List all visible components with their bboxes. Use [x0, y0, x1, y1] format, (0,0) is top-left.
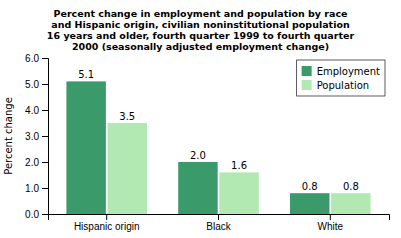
legend-label: Employment — [317, 66, 380, 77]
y-axis: 0.0 1.0 2.0 3.0 4.0 5.0 6.0 — [25, 53, 48, 220]
bar — [178, 162, 217, 214]
legend-label: Population — [317, 80, 370, 91]
y-tick: 3.0 — [25, 131, 48, 142]
y-tick-mark — [42, 214, 48, 215]
data-label: 1.6 — [231, 160, 247, 171]
title-line: and Hispanic origin, civilian noninstitu… — [51, 19, 350, 30]
y-tick: 4.0 — [25, 105, 48, 116]
y-tick: 0.0 — [25, 209, 48, 220]
y-tick-mark — [42, 110, 48, 111]
x-tick-mark — [106, 214, 107, 220]
x-tick-mark — [330, 214, 331, 220]
chart: Percent change in employment and populat… — [0, 0, 401, 238]
legend-swatch — [302, 66, 312, 76]
y-tick: 6.0 — [25, 53, 48, 64]
title-line: Percent change in employment and populat… — [54, 8, 348, 19]
y-tick-mark — [42, 136, 48, 137]
y-tick-label: 1.0 — [25, 183, 39, 194]
title: Percent change in employment and populat… — [47, 8, 355, 52]
legend-item: Employment — [302, 66, 380, 77]
y-tick-label: 4.0 — [25, 105, 39, 116]
bar — [290, 193, 329, 214]
y-tick: 5.0 — [25, 79, 48, 90]
legend-frame — [297, 60, 385, 96]
bar — [219, 172, 258, 214]
y-axis-title: Percent change — [3, 97, 14, 175]
y-tick-label: 3.0 — [25, 131, 39, 142]
data-label: 0.8 — [343, 181, 359, 192]
y-axis-line — [42, 59, 49, 215]
y-tick-mark — [42, 162, 48, 163]
title-line: 16 years and older, fourth quarter 1999 … — [47, 30, 355, 41]
y-tick: 2.0 — [25, 157, 48, 168]
x-tick-mark — [218, 214, 219, 220]
legend-swatch — [302, 80, 312, 90]
bar — [331, 193, 370, 214]
plot: 0.0 1.0 2.0 3.0 4.0 5.0 6.0 Hispanic origin Blac… — [25, 53, 389, 232]
x-axis-line — [49, 215, 390, 221]
y-tick-mark — [42, 58, 48, 59]
x-tick-label: Hispanic origin — [74, 221, 140, 232]
y-tick-mark — [42, 84, 48, 85]
y-tick-label: 0.0 — [25, 209, 39, 220]
legend-item: Population — [302, 80, 370, 91]
bar — [108, 123, 147, 214]
x-axis: Hispanic origin Black White — [49, 214, 390, 232]
data-label: 2.0 — [190, 150, 206, 161]
x-tick: White — [318, 214, 344, 232]
x-tick-label: Black — [206, 221, 231, 232]
x-tick-label: White — [318, 221, 344, 232]
y-tick-label: 2.0 — [25, 157, 39, 168]
x-tick: Black — [206, 214, 231, 232]
data-label: 5.1 — [78, 69, 94, 80]
y-tick-label: 5.0 — [25, 79, 39, 90]
x-tick: Hispanic origin — [74, 214, 140, 232]
bars — [66, 81, 370, 214]
y-tick-mark — [42, 188, 48, 189]
y-tick-label: 6.0 — [25, 53, 39, 64]
data-label: 0.8 — [302, 181, 318, 192]
legend: Employment Population — [297, 60, 385, 96]
bar — [66, 81, 105, 214]
title-line: 2000 (seasonally adjusted employment cha… — [72, 41, 329, 52]
data-label: 3.5 — [119, 111, 135, 122]
y-tick: 1.0 — [25, 183, 48, 194]
